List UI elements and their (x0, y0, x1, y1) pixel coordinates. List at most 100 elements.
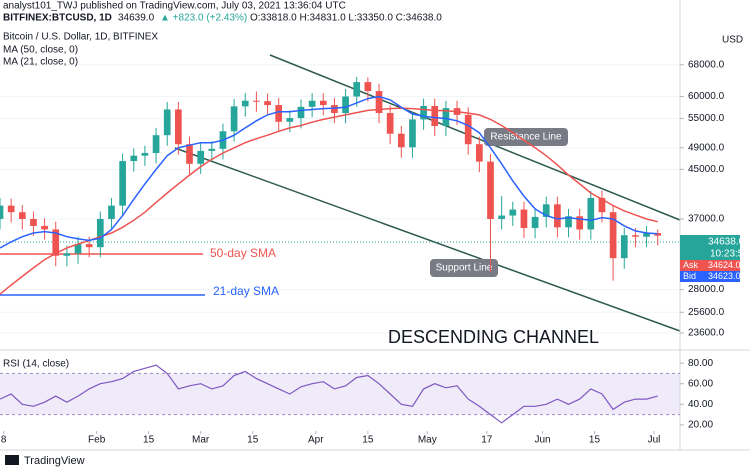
candle-body (186, 144, 193, 164)
y-tick-label: 28000.0 (688, 284, 725, 295)
candle-body (30, 218, 37, 226)
support-trendline (174, 147, 681, 332)
candle-body (509, 209, 517, 216)
y-tick-label: 37000.0 (688, 214, 725, 225)
annotation: DESCENDING CHANNEL (388, 327, 599, 347)
chart-title: Bitcoin / U.S. Dollar, 1D, BITFINEX (3, 32, 158, 43)
rsi-band (0, 373, 680, 415)
price-tag (680, 235, 740, 260)
rsi-line (0, 364, 658, 424)
change: ▲ +823.0 (+2.43%) (160, 13, 247, 24)
y-tick-label: 49000.0 (688, 142, 725, 153)
legend-entry: MA (21, close, 0) (3, 57, 78, 68)
price-tag-text: 10:23:59 (710, 249, 749, 260)
candle-body (420, 105, 427, 120)
candle-body (409, 119, 416, 148)
candle-body (163, 109, 171, 136)
candle-body (0, 205, 4, 219)
candle-body (554, 204, 561, 228)
candle-body (41, 225, 48, 230)
y-tick-label: 45000.0 (688, 164, 725, 175)
y-tick-label: 68000.0 (688, 59, 725, 70)
candle-body (108, 205, 115, 219)
candle-body (197, 150, 204, 164)
x-tick-label: Jul (648, 435, 661, 446)
candle-body (297, 106, 305, 119)
x-tick-label: Mar (192, 435, 210, 446)
rsi-title: RSI (14, close) (3, 359, 69, 370)
y-tick-label: 60000.0 (688, 91, 725, 102)
x-tick-label: 15 (589, 435, 601, 446)
bid-tag (680, 271, 740, 282)
candle-body (308, 100, 316, 107)
resistance-trendline (269, 54, 681, 221)
legend-entry: MA (50, close, 0) (3, 45, 78, 56)
candle-body (85, 244, 93, 248)
candle-body (74, 244, 82, 254)
ask-tag (680, 260, 740, 271)
ma-line (0, 95, 658, 249)
candle-body (331, 105, 338, 114)
candle-body (654, 233, 662, 236)
annotation: 21-day SMA (213, 284, 279, 298)
logo (5, 455, 19, 465)
candle-body (241, 100, 249, 107)
candle-body (319, 100, 327, 106)
price-tag-text: 34624.0 (708, 260, 741, 270)
candle-body (286, 118, 294, 122)
ohlc: O:33818.0 H:34831.0 L:33350.0 C:34638.0 (250, 13, 442, 24)
candle-body (264, 101, 271, 106)
x-tick-label: 8 (1, 435, 7, 446)
candle-body (643, 233, 650, 237)
price-tag-text: Bid (683, 271, 696, 281)
y-tick-label: 23600.0 (688, 328, 725, 339)
publisher: analyst101_TWJ published on TradingView.… (3, 1, 346, 12)
price-tag-text: 34638.0 (708, 237, 745, 248)
candle-body (431, 105, 439, 127)
symbol: BITFINEX:BTCUSD, 1D (3, 13, 112, 24)
candle-body (487, 161, 494, 219)
x-tick-label: 15 (143, 435, 155, 446)
candle-body (598, 197, 606, 213)
price-tag-text: Ask (683, 260, 699, 270)
candle-body (353, 82, 361, 97)
candle-body (542, 204, 550, 217)
candle-body (576, 216, 584, 230)
x-tick-label: 15 (247, 435, 259, 446)
candle-body (63, 253, 71, 256)
candle-body (18, 212, 26, 219)
candle-body (442, 108, 450, 127)
support-box (430, 259, 498, 277)
candle-body (119, 161, 126, 206)
x-tick-label: 15 (362, 435, 374, 446)
footer: TradingView (24, 455, 85, 467)
resistance-box (484, 128, 568, 146)
candle-body (52, 229, 60, 256)
candle-body (476, 144, 483, 162)
candle-body (531, 216, 539, 229)
candle-body (386, 113, 394, 134)
x-tick-label: 17 (481, 435, 493, 446)
candle-body (620, 235, 628, 259)
candle-body (464, 114, 472, 145)
candle-body (175, 109, 182, 145)
candle-body (587, 197, 595, 230)
price-tag-text: 34623.0 (708, 271, 741, 281)
y-tick-label: 60.00 (688, 378, 713, 389)
candle-body (152, 135, 160, 154)
candle-body (632, 235, 639, 237)
y-tick-label: 40.00 (688, 399, 713, 410)
x-tick-label: Apr (308, 435, 324, 446)
candle-body (275, 105, 283, 122)
x-tick-label: Feb (88, 435, 106, 446)
candle-body (141, 153, 149, 156)
y-tick-label: 20.00 (688, 419, 713, 430)
candle-body (364, 82, 372, 92)
unit: USD (722, 35, 743, 46)
candle-body (208, 148, 216, 151)
candle-body (375, 91, 383, 114)
candle-body (96, 218, 104, 248)
annotation: Resistance Line (490, 132, 562, 143)
candle-body (520, 209, 528, 229)
